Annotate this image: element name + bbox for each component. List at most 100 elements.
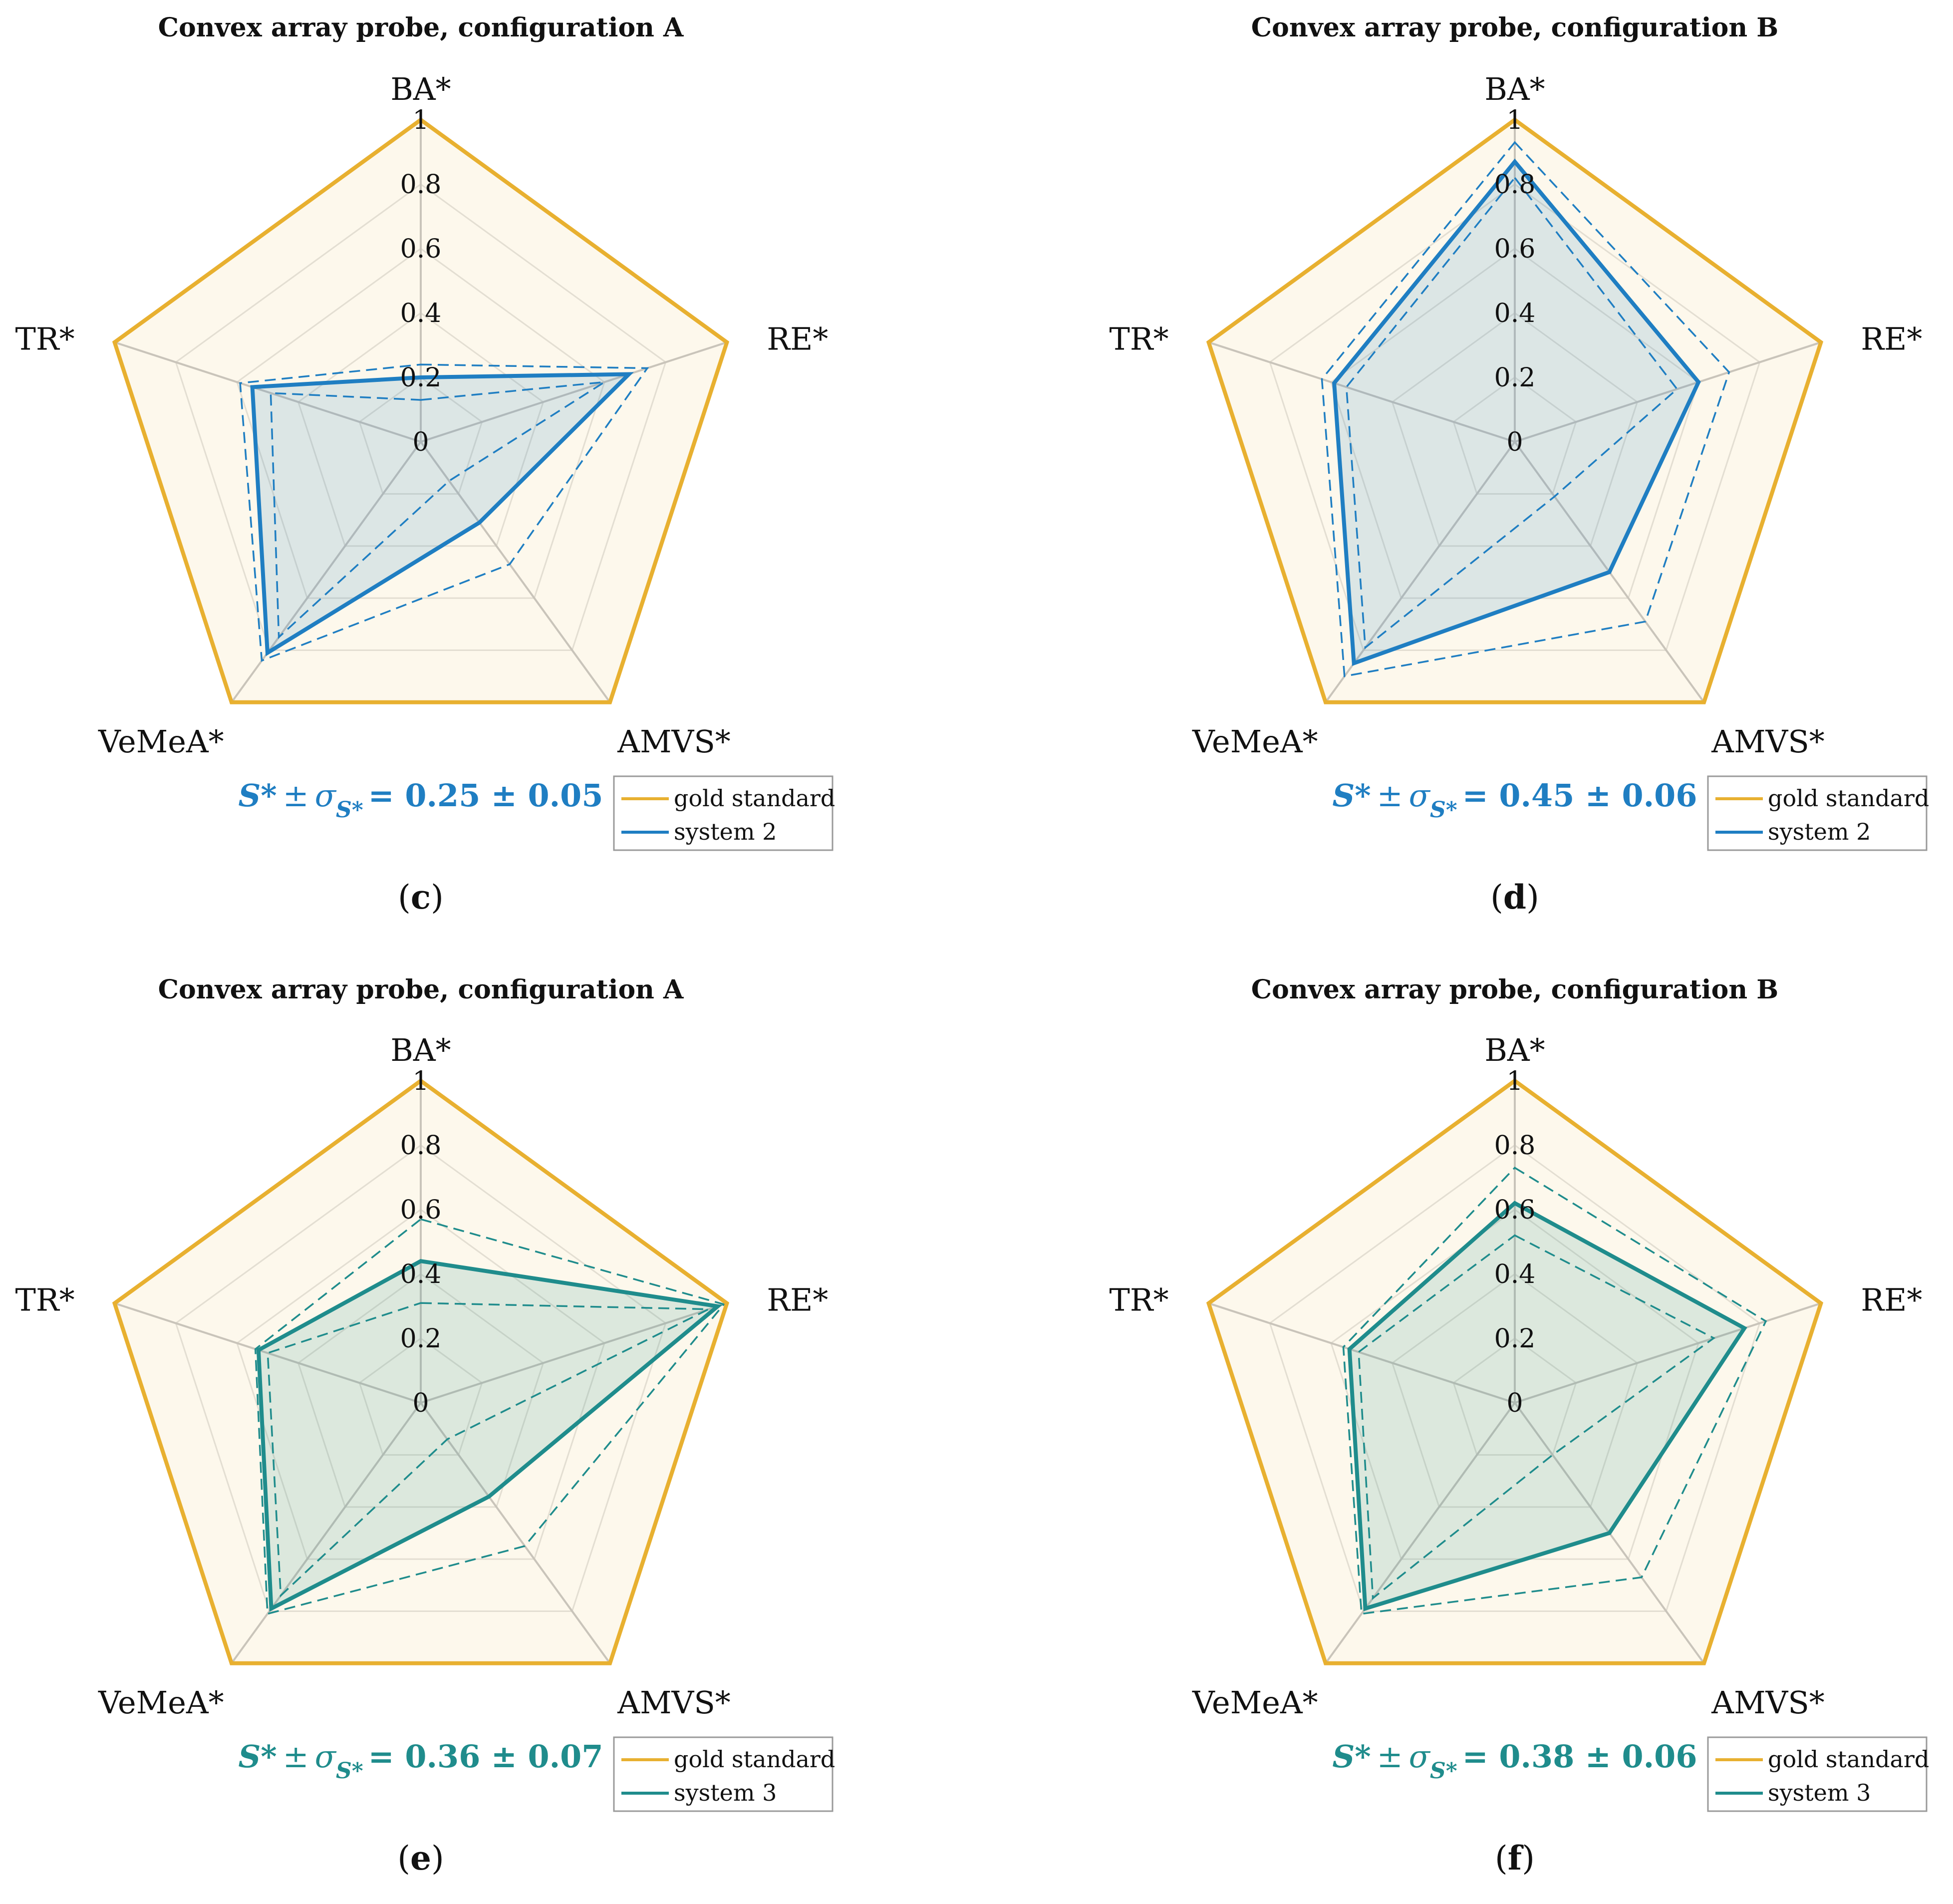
panel-label-open: ( [397, 1839, 410, 1878]
tick-label: 0.8 [1494, 170, 1536, 200]
axis-spoke [420, 341, 728, 443]
axis-spoke [420, 441, 611, 703]
tick-label: 0.2 [400, 1324, 442, 1354]
tick-label: 0 [1506, 1388, 1523, 1418]
score-sigma: σ [1409, 777, 1431, 814]
axis-label: TR* [15, 1282, 75, 1318]
axis-spoke [1325, 1402, 1516, 1664]
score-pm: ± [1377, 1738, 1403, 1775]
radar-panel-f: Convex array probe, configuration B 0 0.2 0… [1110, 974, 1930, 1878]
axis-spoke [1208, 341, 1515, 443]
panel-label-letter: f [1508, 1839, 1524, 1878]
series-line-system [1347, 1201, 1747, 1611]
score-sub: S* [1430, 797, 1457, 823]
series-line-gold-standard [112, 117, 730, 704]
axis-label: RE* [1861, 321, 1922, 357]
series-line-system [250, 372, 634, 656]
tick-label: 0.8 [1494, 1131, 1536, 1161]
tick-label: 1 [412, 105, 429, 135]
legend-label-system: system 2 [1768, 818, 1871, 845]
axis-spoke [1514, 1302, 1822, 1404]
score-S: S* [1333, 777, 1371, 814]
axis-label: RE* [1861, 1282, 1922, 1318]
score-sub: S* [336, 797, 363, 823]
grid-ring [1391, 1273, 1639, 1508]
grid-ring [297, 1273, 545, 1508]
grid-ring [1330, 1209, 1699, 1560]
panel-label-letter: c [411, 878, 431, 917]
axis-spoke [420, 1402, 611, 1664]
series-fill [1334, 161, 1699, 663]
tick-label: 0.6 [400, 234, 442, 264]
score-text: S* ± σS* = 0.25 ± 0.05 [239, 777, 603, 823]
data-point [628, 373, 630, 375]
panel-label-close: ) [431, 878, 444, 917]
score-rest: = 0.45 ± 0.06 [1462, 777, 1697, 814]
score-rest: = 0.25 ± 0.05 [368, 777, 603, 814]
tick-label: 0.2 [1494, 1324, 1536, 1354]
radar-panel-c: Convex array probe, configuration A 0 0.2 0… [15, 12, 836, 917]
legend-box [613, 1736, 834, 1812]
axis-spoke [420, 1302, 728, 1404]
data-point [1609, 571, 1610, 573]
legend-label-gold-standard: gold standard [1768, 1746, 1929, 1773]
axis-label: AMVS* [617, 723, 731, 760]
score-text: S* ± σS* = 0.38 ± 0.06 [1333, 1738, 1697, 1784]
legend-label-gold-standard: gold standard [1768, 785, 1929, 812]
axis-label: AMVS* [617, 1684, 731, 1721]
upper-bound-line [254, 1218, 726, 1615]
panel-label-open: ( [398, 878, 411, 917]
tick-label: 0.4 [400, 1260, 442, 1289]
upper-bound-line [239, 363, 649, 662]
data-point [1514, 1203, 1515, 1204]
chart-title: Convex array probe, configuration B [1251, 12, 1778, 43]
panel-label: (c) [398, 878, 444, 917]
score-S: S* [239, 1738, 277, 1775]
series-line-gold-standard [1206, 1078, 1824, 1665]
axis-label: RE* [767, 321, 828, 357]
data-point [267, 652, 268, 653]
score-sigma: σ [315, 1738, 337, 1775]
lower-bound-line [270, 381, 605, 639]
tick-label: 0.6 [1494, 1195, 1536, 1225]
axis-label: VeMeA* [1192, 1684, 1318, 1721]
legend-label-gold-standard: gold standard [674, 1746, 835, 1773]
tick-label: 1 [412, 1066, 429, 1096]
chart-title: Convex array probe, configuration A [158, 12, 684, 43]
chart-title: Convex array probe, configuration A [158, 974, 684, 1005]
score-rest: = 0.36 ± 0.07 [368, 1738, 603, 1775]
grid-ring [1452, 376, 1577, 495]
axis-spoke [114, 1302, 421, 1404]
series-line-gold-standard [112, 1078, 730, 1665]
grid-ring [175, 183, 667, 651]
grid-ring [358, 1337, 483, 1456]
grid-ring [1330, 248, 1699, 599]
grid-ring [1452, 1337, 1577, 1456]
tick-label: 0.4 [1494, 299, 1536, 328]
legend-label-gold-standard: gold standard [674, 785, 835, 812]
series-line-system [256, 1259, 723, 1612]
data-point [1365, 1608, 1366, 1609]
axis-label: AMVS* [1711, 1684, 1825, 1721]
legend-box [1707, 1736, 1928, 1812]
data-point [1514, 161, 1515, 162]
score-sub: S* [1430, 1758, 1457, 1784]
tick-label: 0.6 [1494, 234, 1536, 264]
axis-label: RE* [767, 1282, 828, 1318]
axis-spoke [114, 341, 421, 443]
data-point [479, 522, 480, 523]
series-fill [258, 1261, 718, 1609]
panel-label-letter: d [1503, 878, 1526, 917]
tick-label: 0.8 [400, 170, 442, 200]
panel-label-letter: e [410, 1839, 431, 1878]
axis-spoke [1208, 1302, 1515, 1404]
legend-box [1707, 775, 1928, 851]
axis-label: TR* [15, 321, 75, 357]
axis-label: BA* [1484, 71, 1545, 107]
radar-panel-d: Convex array probe, configuration B 0 0.2 0… [1110, 12, 1930, 917]
score-S: S* [1333, 1738, 1371, 1775]
axis-label: VeMeA* [98, 723, 224, 760]
panel-label-open: ( [1495, 1839, 1508, 1878]
tick-label: 0.4 [400, 299, 442, 328]
tick-label: 0 [412, 1388, 429, 1418]
